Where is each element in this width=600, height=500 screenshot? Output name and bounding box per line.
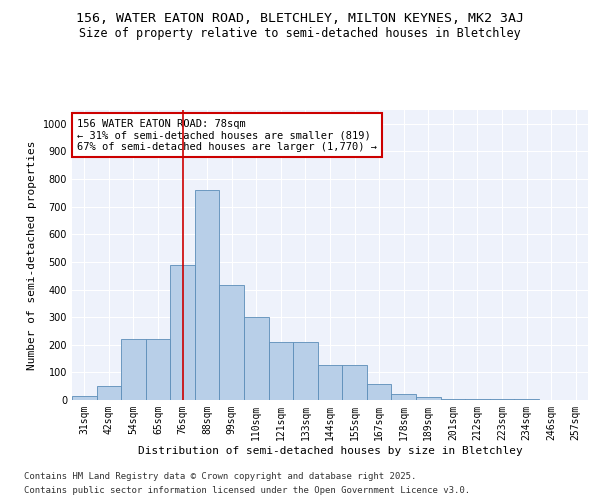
Bar bbox=[97, 386, 121, 400]
Bar bbox=[416, 396, 440, 400]
Bar bbox=[391, 394, 416, 400]
Text: 156 WATER EATON ROAD: 78sqm
← 31% of semi-detached houses are smaller (819)
67% : 156 WATER EATON ROAD: 78sqm ← 31% of sem… bbox=[77, 118, 377, 152]
Text: Size of property relative to semi-detached houses in Bletchley: Size of property relative to semi-detach… bbox=[79, 28, 521, 40]
Bar bbox=[465, 398, 490, 400]
Bar bbox=[220, 286, 244, 400]
Text: Contains HM Land Registry data © Crown copyright and database right 2025.: Contains HM Land Registry data © Crown c… bbox=[24, 472, 416, 481]
Bar bbox=[342, 366, 367, 400]
Text: Contains public sector information licensed under the Open Government Licence v3: Contains public sector information licen… bbox=[24, 486, 470, 495]
Bar bbox=[367, 384, 391, 400]
Bar bbox=[72, 396, 97, 400]
Bar bbox=[293, 342, 318, 400]
Text: 156, WATER EATON ROAD, BLETCHLEY, MILTON KEYNES, MK2 3AJ: 156, WATER EATON ROAD, BLETCHLEY, MILTON… bbox=[76, 12, 524, 26]
Bar bbox=[121, 339, 146, 400]
Bar bbox=[318, 366, 342, 400]
X-axis label: Distribution of semi-detached houses by size in Bletchley: Distribution of semi-detached houses by … bbox=[137, 446, 523, 456]
Bar bbox=[170, 264, 195, 400]
Y-axis label: Number of semi-detached properties: Number of semi-detached properties bbox=[27, 140, 37, 370]
Bar bbox=[269, 342, 293, 400]
Bar bbox=[195, 190, 220, 400]
Bar bbox=[146, 339, 170, 400]
Bar bbox=[440, 398, 465, 400]
Bar bbox=[244, 317, 269, 400]
